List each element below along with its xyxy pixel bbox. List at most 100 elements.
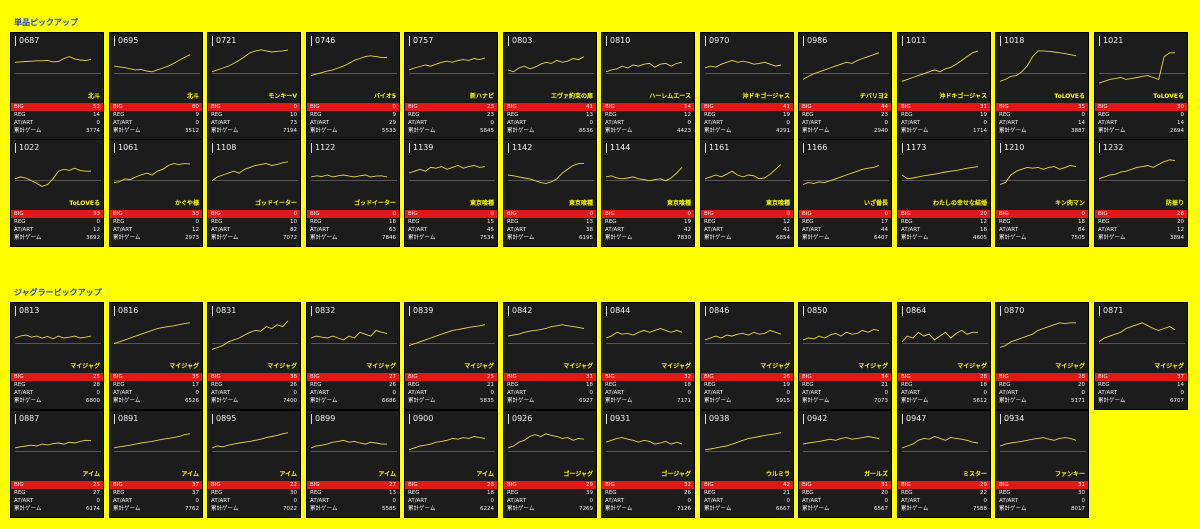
machine-name: いざ番長 bbox=[863, 200, 888, 207]
trend-chart bbox=[310, 174, 397, 181]
machine-card[interactable]: 0891 アイム BIG 37 REG 37 AT/ART 0 累計ゲーム 7762 bbox=[109, 410, 203, 518]
machine-number: 0986 bbox=[803, 36, 827, 46]
machine-card[interactable]: 0803 エヴァ約束の扉 BIG 41 REG 13 AT/ART 0 累計ゲーム 8536 bbox=[503, 32, 597, 140]
trend-chart bbox=[14, 56, 101, 74]
machine-card[interactable]: 0899 アイム BIG 27 REG 13 AT/ART 0 累計ゲーム 5585 bbox=[306, 410, 400, 518]
machine-card[interactable]: 0813 マイジャグ BIG 25 REG 28 AT/ART 0 累計ゲーム 6800 bbox=[10, 302, 104, 410]
stat-row-reg: REG 22 bbox=[898, 489, 990, 497]
machine-card[interactable]: 0832 マイジャグ BIG 27 REG 26 AT/ART 0 累計ゲーム 6686 bbox=[306, 302, 400, 410]
machine-card[interactable]: 0831 マイジャグ BIG 38 REG 26 AT/ART 0 累計ゲーム 7400 bbox=[207, 302, 301, 410]
stat-row-reg: REG 9 bbox=[307, 111, 399, 119]
stat-label: BIG bbox=[704, 211, 714, 217]
machine-card[interactable]: 0887 アイム BIG 25 REG 27 AT/ART 0 累計ゲーム 6174 bbox=[10, 410, 104, 518]
machine-card[interactable]: 1061 かぐや様 BIG 33 REG 0 AT/ART 12 累計ゲーム 2973 bbox=[109, 139, 203, 247]
machine-card[interactable]: 0871 マイジャグ BIG 37 REG 14 AT/ART 0 累計ゲーム 6707 bbox=[1094, 302, 1188, 410]
stat-row-big: BIG 42 bbox=[701, 481, 793, 489]
stat-value: 28 bbox=[980, 374, 987, 380]
machine-card[interactable]: 1122 ゴッドイーター BIG 0 REG 18 AT/ART 63 累計ゲーム 7846 bbox=[306, 139, 400, 247]
machine-card[interactable]: 0695 北斗 BIG 80 REG 9 AT/ART 0 累計ゲーム 3512 bbox=[109, 32, 203, 140]
stat-value: 31 bbox=[980, 104, 987, 110]
stat-value: 14 bbox=[93, 112, 100, 118]
machine-card[interactable]: 1232 防振り BIG 28 REG 20 AT/ART 12 累計ゲーム 3894 bbox=[1094, 139, 1188, 247]
stat-value: 0 bbox=[96, 219, 101, 225]
machine-card[interactable]: 0846 マイジャグ BIG 26 REG 19 AT/ART 0 累計ゲーム 5915 bbox=[700, 302, 794, 410]
stat-value: 18 bbox=[389, 219, 396, 225]
machine-card[interactable]: 1173 わたしの幸せな結婚 BIG 20 REG 12 AT/ART 18 累計ゲーム 4605 bbox=[897, 139, 991, 247]
stat-row-reg: REG 37 bbox=[110, 489, 202, 497]
machine-card[interactable]: 1011 沖ドキゴージャス BIG 31 REG 19 AT/ART 0 累計ゲーム 1714 bbox=[897, 32, 991, 140]
stat-row-big: BIG 44 bbox=[799, 103, 891, 111]
stat-value: 0 bbox=[884, 498, 889, 504]
machine-card[interactable]: 0864 マイジャグ BIG 28 REG 18 AT/ART 0 累計ゲーム 5612 bbox=[897, 302, 991, 410]
stat-row-big: BIG 23 bbox=[405, 103, 497, 111]
machine-card[interactable]: 1210 キン肉マン BIG 0 REG 18 AT/ART 84 累計ゲーム 7505 bbox=[995, 139, 1089, 247]
trend-chart bbox=[901, 166, 988, 181]
stat-value: 6800 bbox=[86, 398, 100, 404]
trend-line bbox=[507, 433, 585, 449]
machine-card[interactable]: 0938 ウルミラ BIG 42 REG 21 AT/ART 0 累計ゲーム 6667 bbox=[700, 410, 794, 518]
trend-chart bbox=[1098, 322, 1185, 344]
trend-line bbox=[704, 432, 782, 451]
trend-line bbox=[507, 163, 584, 184]
stat-value: 27 bbox=[389, 482, 396, 488]
trend-chart bbox=[605, 167, 692, 182]
machine-number: 0887 bbox=[15, 414, 39, 424]
machine-card[interactable]: 0926 ゴージャグ BIG 29 REG 39 AT/ART 0 累計ゲーム 7269 bbox=[503, 410, 597, 518]
machine-card[interactable]: 0947 ミスター BIG 29 REG 22 AT/ART 0 累計ゲーム 7588 bbox=[897, 410, 991, 518]
stat-value: 41 bbox=[586, 104, 593, 110]
machine-card[interactable]: 0810 ハーレムエース BIG 14 REG 12 AT/ART 0 累計ゲーム 4423 bbox=[601, 32, 695, 140]
machine-card[interactable]: 0816 マイジャグ BIG 35 REG 17 AT/ART 0 累計ゲーム 6526 bbox=[109, 302, 203, 410]
stat-row-reg: REG 0 bbox=[996, 111, 1088, 119]
trend-line bbox=[802, 52, 880, 80]
machine-card[interactable]: 1142 東京喰種 BIG 0 REG 13 AT/ART 38 累計ゲーム 6195 bbox=[503, 139, 597, 247]
stat-row-big: BIG 0 bbox=[799, 210, 891, 218]
machine-card[interactable]: 1018 ToLOVEる BIG 35 REG 0 AT/ART 14 累計ゲーム 3887 bbox=[995, 32, 1089, 140]
machine-card[interactable]: 0746 バイオ5 BIG 0 REG 9 AT/ART 29 累計ゲーム 5533 bbox=[306, 32, 400, 140]
stat-label: BIG bbox=[802, 374, 812, 380]
stat-row-big: BIG 31 bbox=[504, 373, 596, 381]
machine-card[interactable]: 0931 ゴージャグ BIG 32 REG 26 AT/ART 0 累計ゲーム 7126 bbox=[601, 410, 695, 518]
machine-card[interactable]: 0850 マイジャグ BIG 34 REG 21 AT/ART 0 累計ゲーム 7073 bbox=[798, 302, 892, 410]
machine-card[interactable]: 0942 ガールズ BIG 31 REG 20 AT/ART 0 累計ゲーム 6567 bbox=[798, 410, 892, 518]
machine-card[interactable]: 0900 アイム BIG 28 REG 18 AT/ART 0 累計ゲーム 6224 bbox=[404, 410, 498, 518]
machine-card[interactable]: 1161 東京喰種 BIG 0 REG 12 AT/ART 41 累計ゲーム 6854 bbox=[700, 139, 794, 247]
stat-row-games: 累計ゲーム 3512 bbox=[110, 127, 202, 135]
machine-card[interactable]: 0870 マイジャグ BIG 28 REG 20 AT/ART 0 累計ゲーム 5171 bbox=[995, 302, 1089, 410]
machine-card[interactable]: 0842 マイジャグ BIG 31 REG 18 AT/ART 0 累計ゲーム 6927 bbox=[503, 302, 597, 410]
trend-chart bbox=[310, 329, 397, 344]
stat-row-games: 累計ゲーム 6686 bbox=[307, 397, 399, 405]
machine-name: ミスター bbox=[962, 471, 987, 478]
stat-row-art: AT/ART 12 bbox=[1095, 226, 1187, 234]
machine-name: マイジャグ bbox=[70, 363, 100, 370]
trend-chart bbox=[802, 52, 889, 80]
stat-value: 19 bbox=[684, 219, 691, 225]
machine-number: 0746 bbox=[311, 36, 335, 46]
machine-card[interactable]: 0970 沖ドキゴージャス BIG 41 REG 19 AT/ART 0 累計ゲーム 4291 bbox=[700, 32, 794, 140]
stat-row-big: BIG 28 bbox=[996, 373, 1088, 381]
machine-card[interactable]: 0687 北斗 BIG 52 REG 14 AT/ART 0 累計ゲーム 3774 bbox=[10, 32, 104, 140]
stat-value: 4605 bbox=[973, 235, 987, 241]
stat-label: REG bbox=[310, 219, 322, 225]
machine-card[interactable]: 1144 東京喰種 BIG 0 REG 19 AT/ART 42 累計ゲーム 7830 bbox=[601, 139, 695, 247]
machine-card[interactable]: 1108 ゴッドイーター BIG 0 REG 10 AT/ART 82 累計ゲーム 7072 bbox=[207, 139, 301, 247]
stat-value: 18 bbox=[684, 382, 691, 388]
stat-label: BIG bbox=[605, 211, 615, 217]
stat-label: AT/ART bbox=[802, 227, 822, 233]
machine-card[interactable]: 0721 モンキーV BIG 0 REG 10 AT/ART 73 累計ゲーム 7194 bbox=[207, 32, 301, 140]
machine-card[interactable]: 1021 ToLOVEる BIG 30 REG 0 AT/ART 14 累計ゲーム 2694 bbox=[1094, 32, 1188, 140]
machine-card[interactable]: 1022 ToLOVEる BIG 33 REG 0 AT/ART 12 累計ゲーム 3692 bbox=[10, 139, 104, 247]
trend-chart bbox=[605, 328, 692, 344]
machine-card[interactable]: 0757 新ハナビ BIG 23 REG 23 AT/ART 0 累計ゲーム 5845 bbox=[404, 32, 498, 140]
machine-number: 0757 bbox=[409, 36, 433, 46]
trend-chart bbox=[802, 329, 889, 344]
machine-card[interactable]: 0844 マイジャグ BIG 32 REG 18 AT/ART 0 累計ゲーム 7171 bbox=[601, 302, 695, 410]
stat-label: REG bbox=[408, 382, 420, 388]
machine-card[interactable]: 0934 ファンキー BIG 31 REG 30 AT/ART 0 累計ゲーム 8017 bbox=[995, 410, 1089, 518]
machine-card[interactable]: 1166 いざ番長 BIG 0 REG 17 AT/ART 44 累計ゲーム 6407 bbox=[798, 139, 892, 247]
machine-card[interactable]: 0895 アイム BIG 22 REG 30 AT/ART 0 累計ゲーム 7022 bbox=[207, 410, 301, 518]
machine-card[interactable]: 0986 チバリヨ2 BIG 44 REG 23 AT/ART 0 累計ゲーム 2940 bbox=[798, 32, 892, 140]
stat-row-art: AT/ART 0 bbox=[701, 389, 793, 397]
machine-card[interactable]: 0839 マイジャグ BIG 25 REG 21 AT/ART 0 累計ゲーム 5835 bbox=[404, 302, 498, 410]
machine-card[interactable]: 1139 東京喰種 BIG 0 REG 15 AT/ART 45 累計ゲーム 7534 bbox=[404, 139, 498, 247]
stat-row-reg: REG 15 bbox=[405, 218, 497, 226]
